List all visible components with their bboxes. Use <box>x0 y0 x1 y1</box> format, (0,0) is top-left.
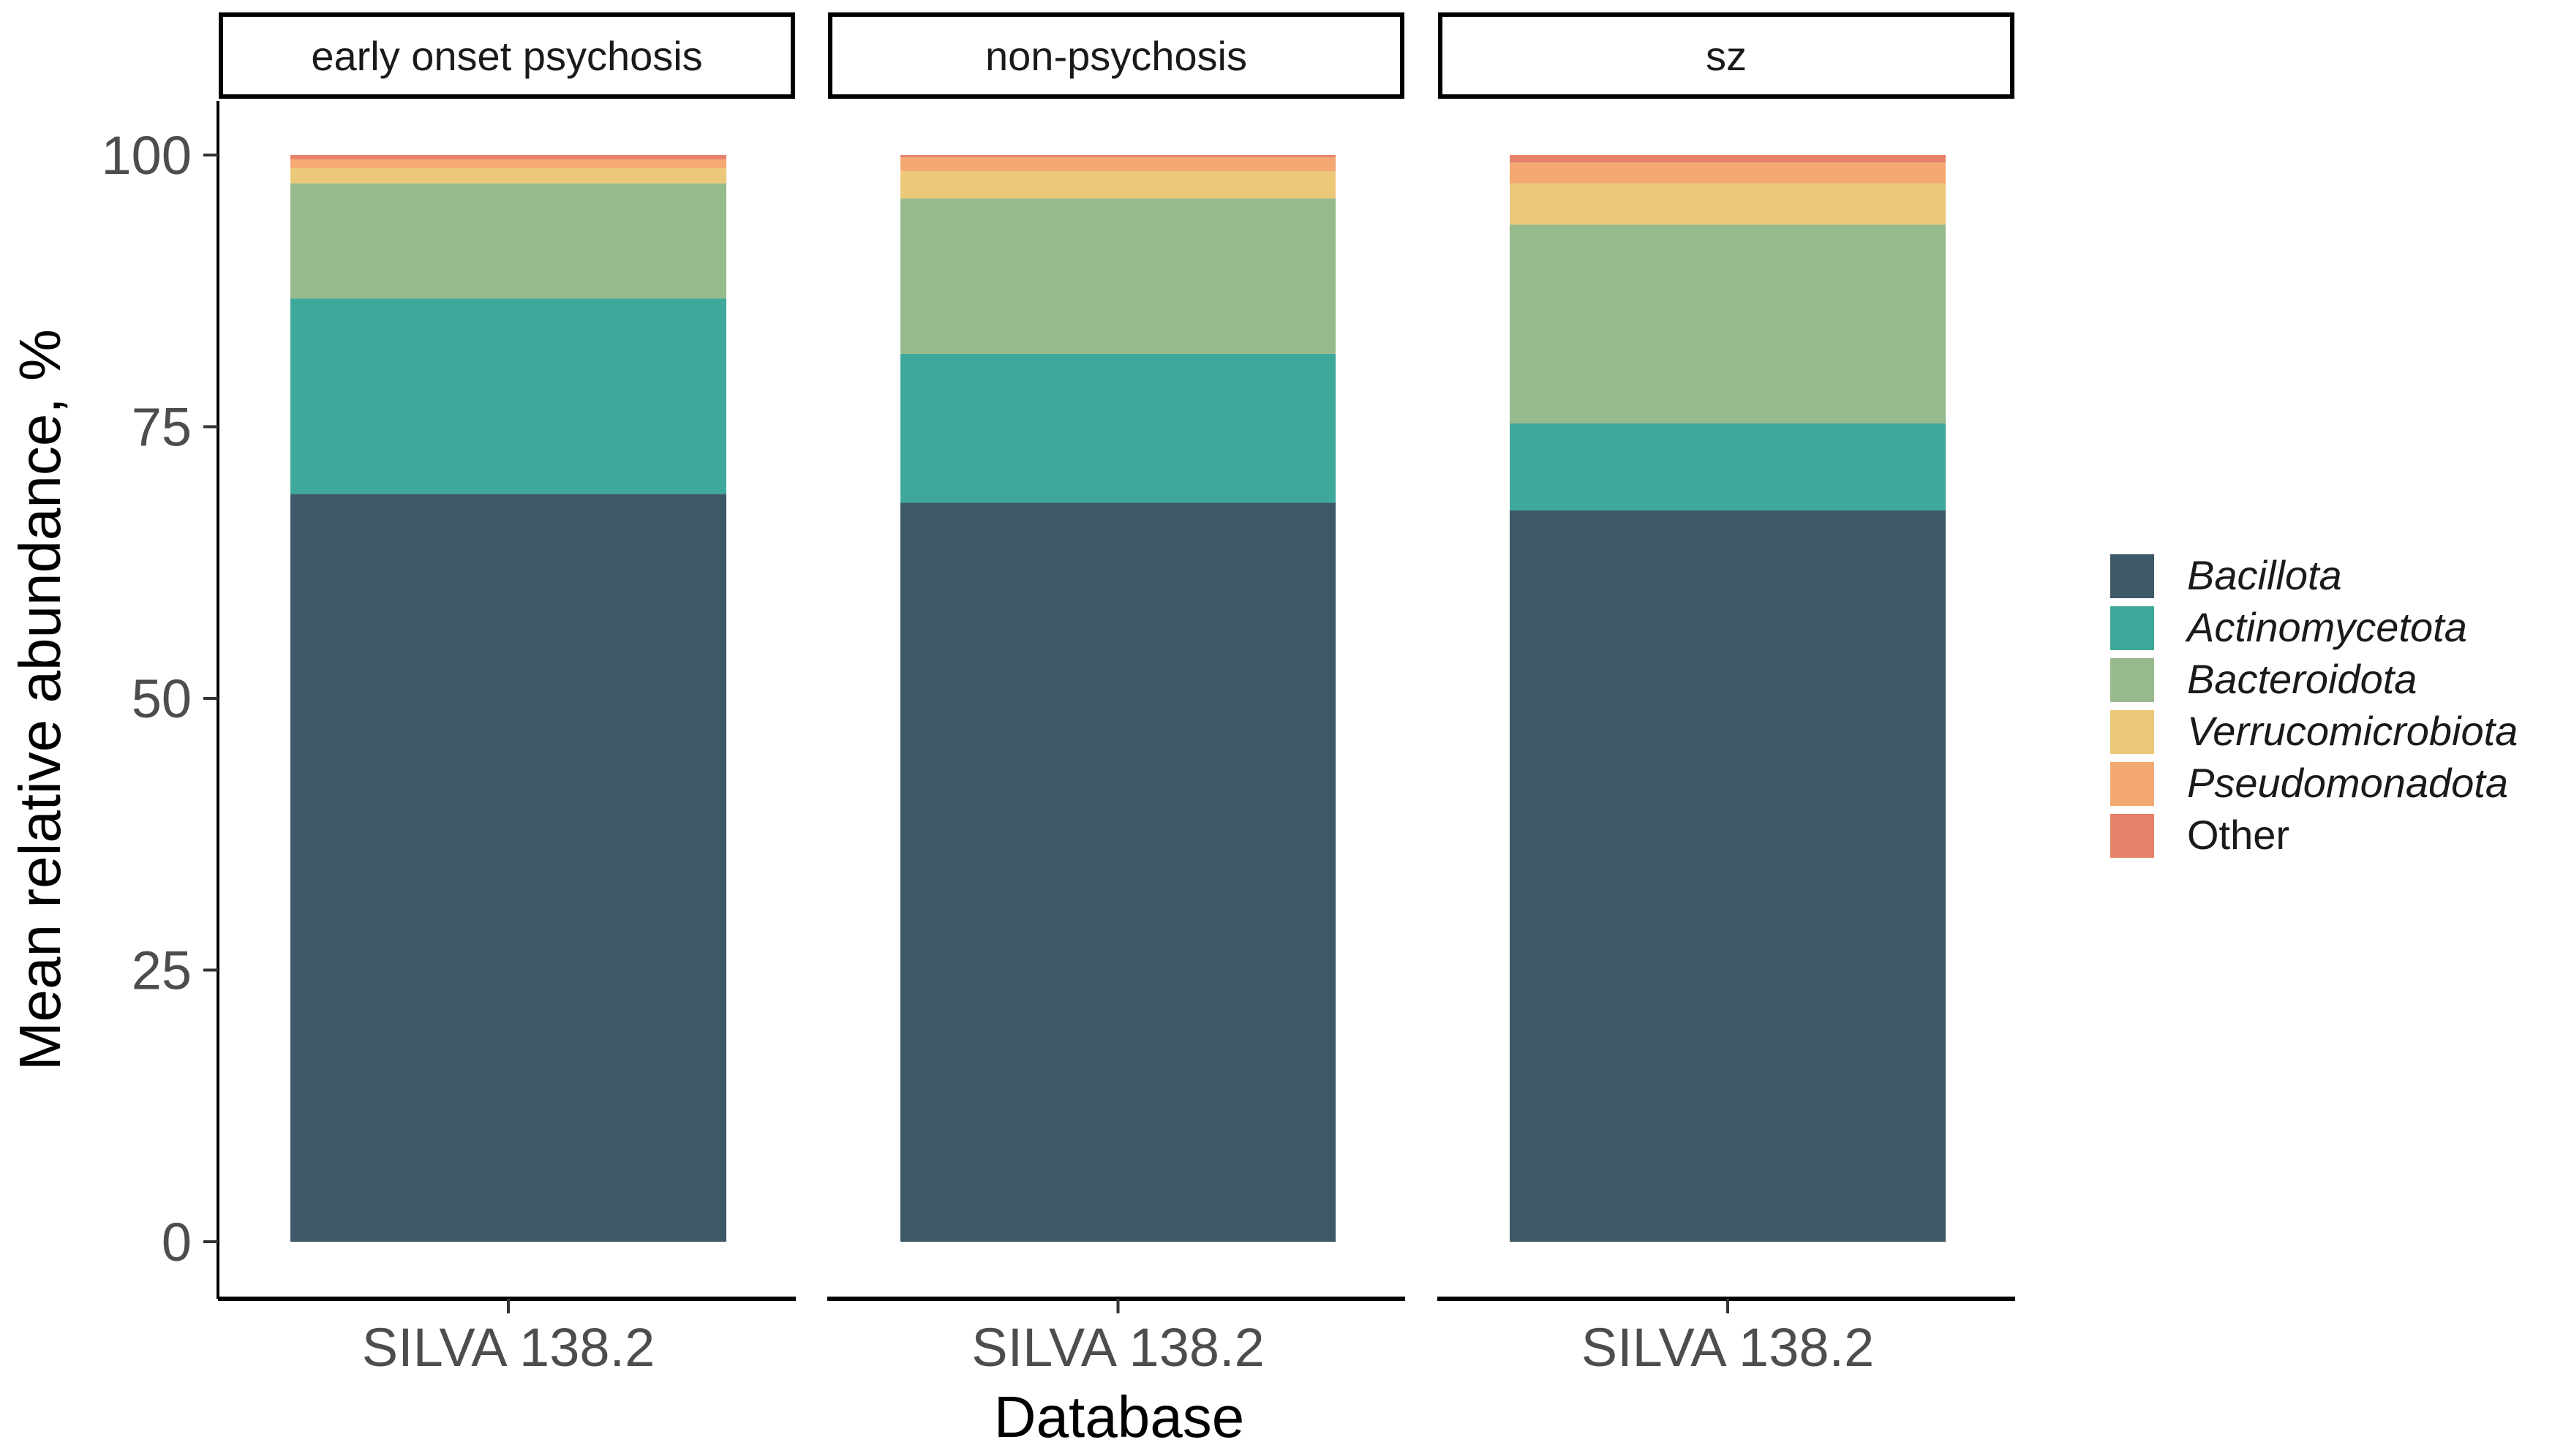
bar-segment <box>290 494 726 1242</box>
bar-segment <box>900 156 1336 172</box>
facet-label: sz <box>1706 33 1747 79</box>
legend-item: Other <box>2110 812 2289 858</box>
legend-swatch <box>2110 710 2154 754</box>
bar-segment <box>900 353 1336 503</box>
bar-segment <box>900 171 1336 199</box>
bar-segment <box>1510 423 1946 510</box>
x-axis-title: Database <box>994 1384 1244 1449</box>
facet-strip <box>1438 12 2014 99</box>
legend-item: Pseudomonadota <box>2110 760 2508 806</box>
legend-label: Bacillota <box>2187 552 2342 598</box>
bar-segment <box>290 159 726 168</box>
legend-item: Bacteroidota <box>2110 656 2417 702</box>
x-tick-label: SILVA 138.2 <box>1581 1317 1874 1378</box>
y-axis: 0 25 50 75 100 <box>102 101 219 1299</box>
bar-segment <box>1510 510 1946 1242</box>
legend-label: Verrucomicrobiota <box>2187 708 2518 754</box>
legend-swatch <box>2110 606 2154 650</box>
legend-label: Other <box>2187 812 2289 858</box>
bar-segment <box>900 198 1336 354</box>
y-axis-title: Mean relative abundance, % <box>7 329 72 1071</box>
legend-swatch <box>2110 554 2154 598</box>
bar-segment <box>290 298 726 494</box>
facet-strip <box>219 12 795 99</box>
bar-segment <box>1510 225 1946 424</box>
legend-swatch <box>2110 762 2154 806</box>
y-tick-label: 50 <box>132 668 192 729</box>
facet-label: early onset psychosis <box>311 33 702 79</box>
y-tick-label: 25 <box>132 940 192 1001</box>
facet-panel: non-psychosis SILVA 138.2 <box>827 12 1405 1378</box>
facet-panel: early onset psychosis SILVA 138.2 <box>218 12 796 1378</box>
y-tick-label: 100 <box>102 125 192 186</box>
legend-label: Actinomycetota <box>2185 604 2467 650</box>
y-tick-label: 0 <box>162 1212 192 1272</box>
bar-segment <box>900 155 1336 157</box>
x-tick-label: SILVA 138.2 <box>971 1317 1264 1378</box>
bar-segment <box>1510 162 1946 184</box>
facet-label: non-psychosis <box>985 33 1247 79</box>
legend-swatch <box>2110 814 2154 858</box>
legend-label: Pseudomonadota <box>2187 760 2508 806</box>
legend-swatch <box>2110 658 2154 702</box>
y-tick-label: 75 <box>132 397 192 458</box>
legend: Bacillota Actinomycetota Bacteroidota Verru… <box>2110 552 2518 858</box>
bar-segment <box>1510 155 1946 163</box>
facet-strip <box>828 12 1404 99</box>
bar-segment <box>1510 183 1946 225</box>
y-ticks: 0 25 50 75 100 <box>102 125 218 1272</box>
bar-segment <box>290 167 726 184</box>
facet-panel: sz SILVA 138.2 <box>1437 12 2015 1378</box>
bar-segment <box>290 183 726 299</box>
bar-segment <box>900 502 1336 1242</box>
bar-segment <box>290 155 726 159</box>
legend-item: Verrucomicrobiota <box>2110 708 2518 754</box>
legend-item: Actinomycetota <box>2110 604 2467 650</box>
legend-item: Bacillota <box>2110 552 2342 598</box>
legend-label: Bacteroidota <box>2187 656 2417 702</box>
x-tick-label: SILVA 138.2 <box>362 1317 655 1378</box>
